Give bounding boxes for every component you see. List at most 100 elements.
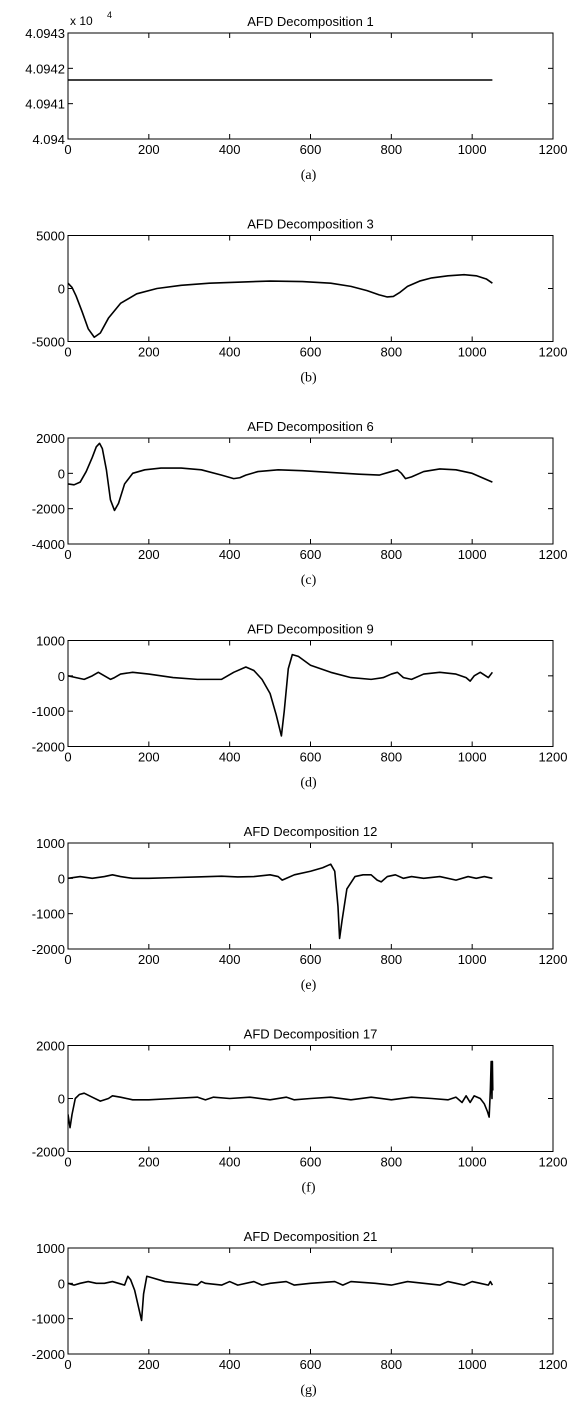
axis-exponent-label: x 10: [70, 14, 93, 28]
x-tick-label: 400: [219, 952, 241, 967]
y-tick-label: 4.0941: [25, 97, 65, 112]
x-tick-label: 800: [380, 1155, 402, 1170]
x-tick-label: 1000: [458, 1155, 487, 1170]
x-tick-label: 600: [300, 547, 322, 562]
chart-title: AFD Decomposition 6: [247, 419, 373, 434]
y-tick-label: 0: [58, 669, 65, 684]
y-tick-label: 4.0942: [25, 61, 65, 76]
x-tick-label: 600: [300, 345, 322, 360]
x-tick-label: 1000: [458, 142, 487, 157]
x-tick-label: 0: [64, 1357, 71, 1372]
plot-frame: [67, 32, 554, 140]
chart-title: AFD Decomposition 17: [244, 1027, 378, 1042]
panel-caption: (d): [300, 776, 317, 791]
plot-frame: [67, 235, 554, 342]
x-tick-label: 200: [138, 1357, 160, 1372]
x-tick-label: 200: [138, 952, 160, 967]
x-tick-label: 1200: [539, 547, 568, 562]
x-tick-label: 600: [300, 1357, 322, 1372]
y-tick-label: 0: [58, 1276, 65, 1291]
x-tick-label: 1000: [458, 952, 487, 967]
y-tick-label: -4000: [32, 537, 65, 552]
y-tick-label: 2000: [36, 431, 65, 446]
x-tick-label: 1200: [539, 1357, 568, 1372]
x-tick-label: 0: [64, 345, 71, 360]
x-tick-label: 1200: [539, 1155, 568, 1170]
x-tick-label: 200: [138, 547, 160, 562]
x-tick-label: 400: [219, 1155, 241, 1170]
x-tick-label: 600: [300, 1155, 322, 1170]
x-tick-label: 800: [380, 1357, 402, 1372]
chart-title: AFD Decomposition 1: [247, 14, 373, 29]
y-tick-label: -2000: [32, 740, 65, 755]
x-tick-label: 400: [219, 750, 241, 765]
plot-frame: [67, 1247, 554, 1355]
y-tick-label: -5000: [32, 335, 65, 350]
y-tick-label: 1000: [36, 836, 65, 851]
chart-panel-2: AFD Decomposition 3 0 200 400 600 800 1000 1200…: [32, 217, 568, 386]
x-tick-label: 600: [300, 952, 322, 967]
x-tick-label: 1200: [539, 952, 568, 967]
panel-caption: (a): [301, 168, 317, 183]
panel-caption: (e): [301, 978, 317, 993]
y-tick-label: 0: [58, 466, 65, 481]
x-tick-label: 0: [64, 547, 71, 562]
y-tick-label: -2000: [32, 1145, 65, 1160]
x-tick-label: 800: [380, 142, 402, 157]
chart-panel-7: AFD Decomposition 21 0 200 400 600 800 1000 120…: [32, 1229, 568, 1398]
chart-panel-4: AFD Decomposition 9 0 200 400 600 800 1000 1200…: [32, 622, 568, 791]
y-tick-label: -1000: [32, 1312, 65, 1327]
x-tick-label: 1000: [458, 345, 487, 360]
chart-title: AFD Decomposition 21: [244, 1229, 378, 1244]
series-line: [68, 1275, 494, 1322]
x-tick-label: 0: [64, 142, 71, 157]
plot-frame: [67, 437, 554, 545]
y-tick-label: 5000: [36, 229, 65, 244]
panel-caption: (b): [300, 371, 317, 386]
plot-frame: [67, 842, 554, 950]
chart-title: AFD Decomposition 3: [247, 217, 373, 232]
y-tick-label: 1000: [36, 634, 65, 649]
chart-title: AFD Decomposition 9: [247, 622, 373, 637]
x-tick-label: 200: [138, 1155, 160, 1170]
plot-frame: [67, 640, 554, 747]
chart-panel-5: AFD Decomposition 12 0 200 400 600 800 1000 120…: [32, 824, 568, 993]
x-tick-label: 200: [138, 345, 160, 360]
x-tick-label: 1200: [539, 750, 568, 765]
series-line: [68, 653, 494, 737]
x-tick-label: 0: [64, 750, 71, 765]
y-tick-label: 2000: [36, 1039, 65, 1054]
y-tick-label: -1000: [32, 704, 65, 719]
x-tick-label: 800: [380, 345, 402, 360]
x-tick-label: 400: [219, 1357, 241, 1372]
axis-exponent-power: 4: [107, 10, 112, 20]
x-tick-label: 1000: [458, 750, 487, 765]
x-tick-label: 600: [300, 142, 322, 157]
series-line: [68, 273, 493, 339]
x-tick-label: 1200: [539, 345, 568, 360]
series-line: [68, 442, 493, 512]
chart-panel-3: AFD Decomposition 6 0 200 400 600 800 1000 1200…: [32, 419, 568, 588]
chart-panel-1: AFD Decomposition 1 x 10 4 0 200 400 600 800 100…: [25, 10, 567, 183]
series-line: [68, 1060, 494, 1129]
x-tick-label: 400: [219, 547, 241, 562]
panel-caption: (g): [300, 1383, 317, 1398]
series-line: [68, 863, 493, 940]
panel-caption: (c): [301, 573, 317, 588]
y-tick-label: 0: [58, 1092, 65, 1107]
x-tick-label: 800: [380, 750, 402, 765]
y-tick-label: 1000: [36, 1241, 65, 1256]
x-tick-label: 1000: [458, 547, 487, 562]
chart-panel-6: AFD Decomposition 17 0 200 400 600 800 1000 120…: [32, 1027, 568, 1196]
x-tick-label: 1000: [458, 1357, 487, 1372]
y-tick-label: -2000: [32, 942, 65, 957]
y-tick-label: 4.094: [32, 132, 65, 147]
y-tick-label: -2000: [32, 502, 65, 517]
x-tick-label: 0: [64, 1155, 71, 1170]
x-tick-label: 1200: [539, 142, 568, 157]
x-tick-label: 400: [219, 142, 241, 157]
x-tick-label: 800: [380, 547, 402, 562]
y-tick-label: -2000: [32, 1347, 65, 1362]
y-tick-label: 0: [58, 282, 65, 297]
